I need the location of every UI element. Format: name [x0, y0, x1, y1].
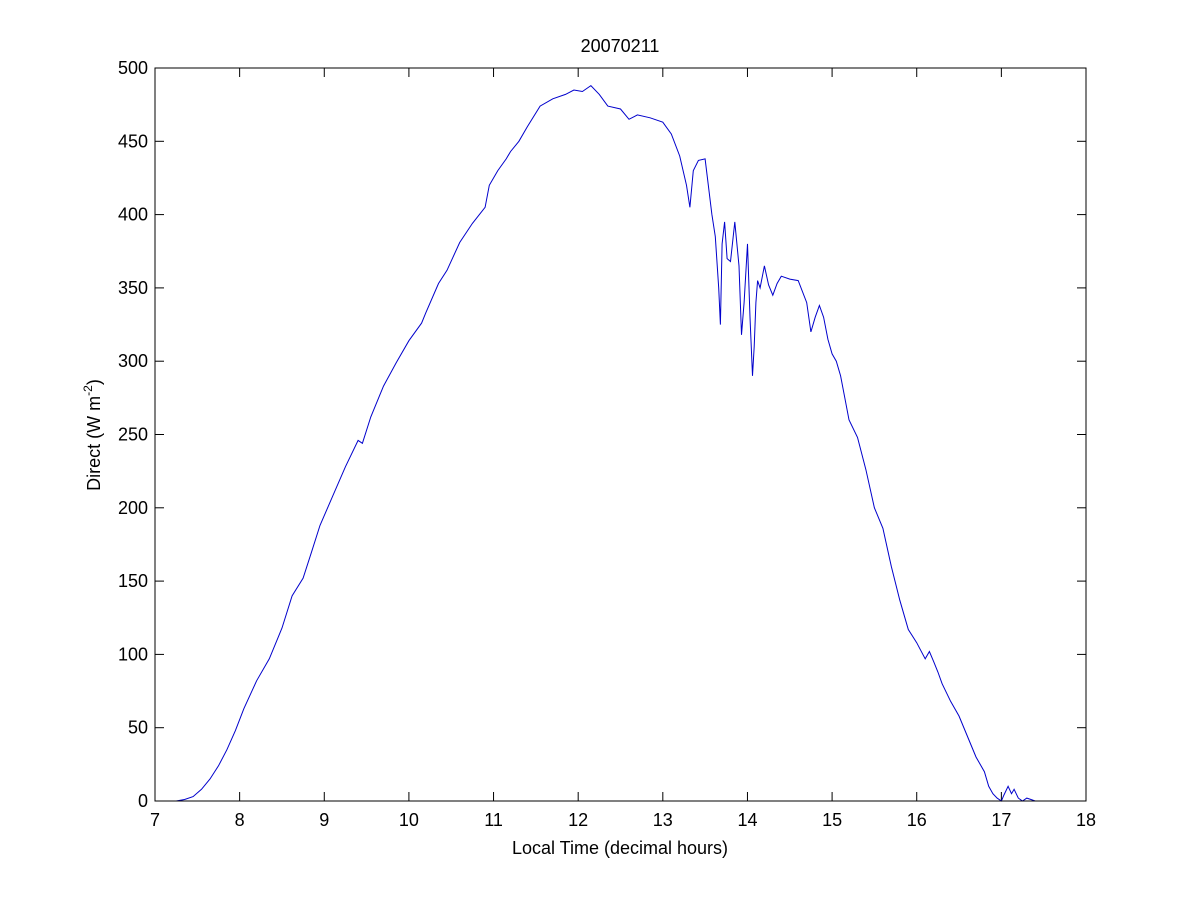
x-tick-label: 11: [484, 810, 503, 830]
x-tick-label: 9: [319, 810, 329, 830]
x-tick-label: 13: [653, 810, 673, 830]
y-axis-label-main: Direct (W m: [84, 396, 104, 491]
y-tick-label: 150: [118, 571, 148, 591]
y-tick-label: 450: [118, 131, 148, 151]
y-tick-label: 400: [118, 205, 148, 225]
plot-area-frame: [154, 67, 1087, 802]
y-tick-label: 300: [118, 351, 148, 371]
x-tick-label: 8: [235, 810, 245, 830]
x-axis-label: Local Time (decimal hours): [512, 838, 728, 858]
series-line: [176, 84, 1053, 802]
y-tick-label: 250: [118, 425, 148, 445]
x-tick-label: 16: [907, 810, 927, 830]
x-tick-label: 15: [822, 810, 842, 830]
y-axis-label: Direct (W m-2): [81, 379, 104, 491]
y-axis-label-superscript: -2: [81, 385, 95, 396]
y-axis-label-close: ): [84, 379, 104, 385]
y-tick-label: 350: [118, 278, 148, 298]
y-tick-label: 100: [118, 644, 148, 664]
x-tick-label: 10: [399, 810, 419, 830]
chart-title: 20070211: [581, 36, 660, 56]
x-tick-label: 7: [150, 810, 160, 830]
x-tick-label: 18: [1076, 810, 1096, 830]
y-tick-label: 0: [138, 791, 148, 811]
plot-background: [155, 68, 1086, 801]
x-tick-label: 17: [991, 810, 1011, 830]
y-tick-label: 50: [128, 718, 148, 738]
y-tick-label: 200: [118, 498, 148, 518]
axis-tick-labels: 7 8 9 10 11 12 13 14 15 16 17 18 0 50 100 150 200 250 300 3…: [118, 58, 1096, 830]
y-tick-label: 500: [118, 58, 148, 78]
x-tick-label: 14: [737, 810, 757, 830]
x-tick-label: 12: [568, 810, 588, 830]
